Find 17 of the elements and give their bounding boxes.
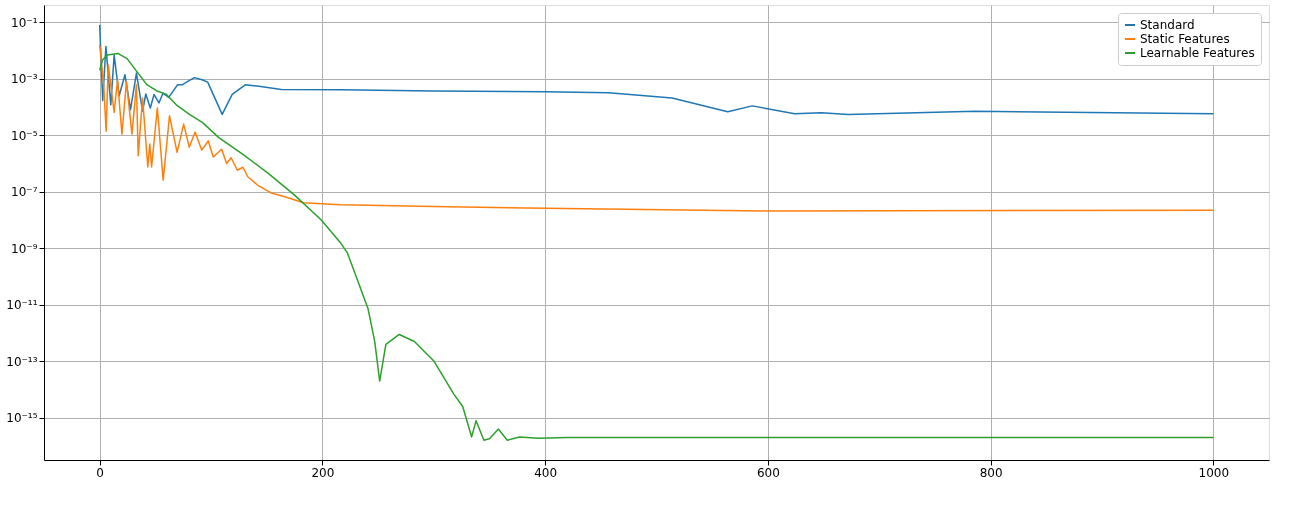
y-tick-label: 10⁻⁷ [11, 185, 38, 200]
y-tick-label: 10⁻¹³ [6, 354, 38, 369]
x-tick-label: 600 [756, 465, 780, 480]
x-tick-label: 200 [311, 465, 335, 480]
y-tick-label: 10⁻³ [11, 72, 38, 87]
y-tick-label: 10⁻¹⁵ [6, 411, 38, 426]
legend-label: Learnable Features [1140, 46, 1255, 60]
y-tick-label: 10⁻¹¹ [6, 298, 38, 313]
legend-label: Static Features [1140, 32, 1230, 46]
x-tick-label: 400 [534, 465, 558, 480]
x-tick-label: 0 [96, 465, 104, 480]
y-tick-label: 10⁻¹ [11, 15, 38, 30]
y-tick-label: 10⁻⁵ [11, 128, 38, 143]
x-tick-label: 1000 [1198, 465, 1230, 480]
y-tick-label: 10⁻⁹ [11, 241, 38, 256]
x-tick-label: 800 [979, 465, 1003, 480]
legend-label: Standard [1140, 18, 1195, 32]
